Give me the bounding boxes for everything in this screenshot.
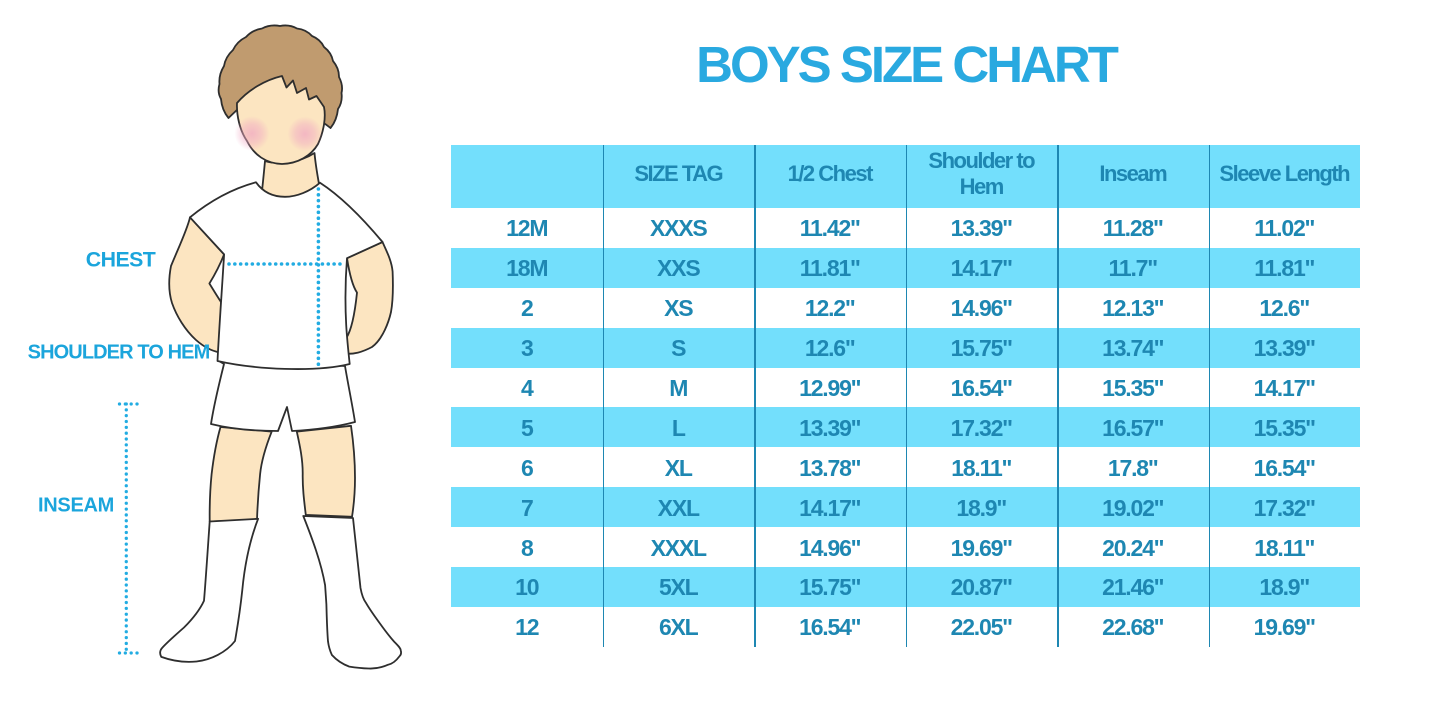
svg-text:SHOULDER TO HEM: SHOULDER TO HEM xyxy=(28,342,210,364)
svg-text:INSEAM: INSEAM xyxy=(38,495,114,517)
svg-text:CHEST: CHEST xyxy=(86,248,156,272)
